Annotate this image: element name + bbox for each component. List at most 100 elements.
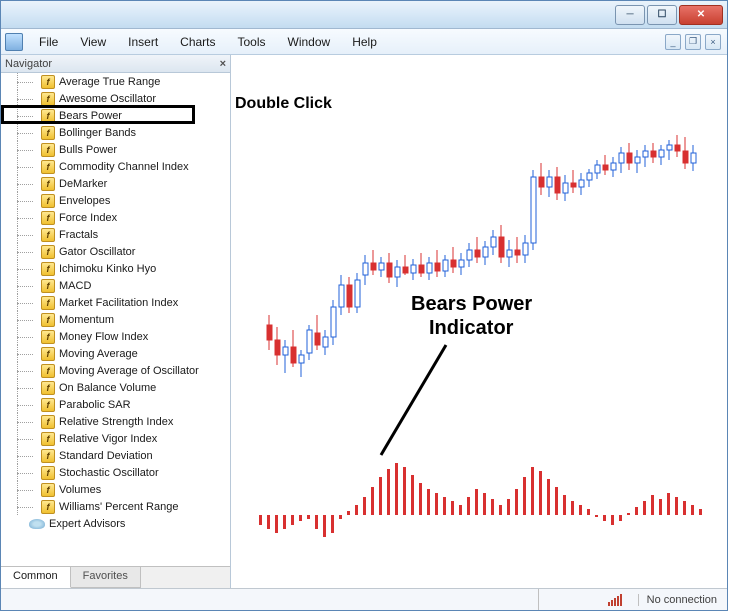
navigator-scrollbar[interactable]: ▴ ▾: [214, 73, 230, 566]
indicator-icon: f: [41, 143, 55, 157]
content: Navigator × ▴ ▾ fAverage True RangefAwes…: [1, 55, 727, 588]
tree-item-label: Bollinger Bands: [59, 127, 136, 139]
tree-item[interactable]: fStochastic Oscillator: [1, 464, 214, 481]
annotation-bears-power-1: Bears Power: [411, 293, 532, 316]
tree-item[interactable]: fMomentum: [1, 311, 214, 328]
maximize-button[interactable]: ☐: [647, 5, 677, 25]
tree-item-label: Stochastic Oscillator: [59, 467, 159, 479]
scroll-up-icon[interactable]: ▴: [215, 73, 229, 89]
indicator-icon: f: [41, 449, 55, 463]
menu-tools[interactable]: Tools: [228, 31, 276, 53]
window-frame: ─ ☐ ✕ File View Insert Charts Tools Wind…: [0, 0, 728, 611]
tree-item-label: Volumes: [59, 484, 101, 496]
navigator-tree[interactable]: ▴ ▾ fAverage True RangefAwesome Oscillat…: [1, 73, 230, 566]
mdi-controls: _ ❐ ×: [665, 34, 727, 50]
navigator-close-icon[interactable]: ×: [220, 58, 226, 70]
tree-item-label: Relative Strength Index: [59, 416, 173, 428]
indicator-icon: f: [41, 364, 55, 378]
scroll-thumb[interactable]: [216, 173, 229, 233]
tree-item-label: Relative Vigor Index: [59, 433, 157, 445]
tree-item-label: Ichimoku Kinko Hyo: [59, 263, 156, 275]
tree-item[interactable]: f Market Facilitation Index: [1, 294, 214, 311]
tree-item[interactable]: f Bulls Power: [1, 141, 214, 158]
mdi-close-button[interactable]: ×: [705, 34, 721, 50]
indicator-icon: f: [41, 177, 55, 191]
navigator-header: Navigator ×: [1, 55, 230, 73]
navigator-panel: Navigator × ▴ ▾ fAverage True RangefAwes…: [1, 55, 231, 588]
tree-item-label: Parabolic SAR: [59, 399, 131, 411]
tree-item-label: Average True Range: [59, 76, 160, 88]
menu-insert[interactable]: Insert: [118, 31, 168, 53]
tree-item[interactable]: fMoving Average: [1, 345, 214, 362]
indicator-icon: f: [41, 330, 55, 344]
tab-common[interactable]: Common: [1, 567, 71, 588]
tree-item-label: Force Index: [59, 212, 117, 224]
connection-icon: [608, 594, 628, 606]
tree-item[interactable]: f Ichimoku Kinko Hyo: [1, 260, 214, 277]
tree-item[interactable]: f MACD: [1, 277, 214, 294]
tree-item[interactable]: fBollinger Bands: [1, 124, 214, 141]
tree-item-label: MACD: [59, 280, 91, 292]
tree-item[interactable]: fEnvelopes: [1, 192, 214, 209]
titlebar: ─ ☐ ✕: [1, 1, 727, 29]
menu-view[interactable]: View: [70, 31, 116, 53]
tree-item[interactable]: f Parabolic SAR: [1, 396, 214, 413]
indicator-icon: f: [41, 313, 55, 327]
tree-item-expert-advisors[interactable]: Expert Advisors: [1, 515, 214, 532]
indicator-icon: f: [41, 160, 55, 174]
close-button[interactable]: ✕: [679, 5, 723, 25]
chart-area[interactable]: Double Click Bears Power Indicator: [231, 55, 727, 588]
tree-item[interactable]: f On Balance Volume: [1, 379, 214, 396]
tree-item[interactable]: f Moving Average of Oscillator: [1, 362, 214, 379]
tree-item[interactable]: fBears Power: [1, 107, 214, 124]
tree-item[interactable]: fStandard Deviation: [1, 447, 214, 464]
indicator-icon: f: [41, 92, 55, 106]
menu-file[interactable]: File: [29, 31, 68, 53]
mdi-minimize-button[interactable]: _: [665, 34, 681, 50]
tree-item-label: Awesome Oscillator: [59, 93, 156, 105]
indicator-icon: f: [41, 500, 55, 514]
tree-item-label: Bulls Power: [59, 144, 117, 156]
tree-item[interactable]: fFractals: [1, 226, 214, 243]
indicator-icon: f: [41, 245, 55, 259]
tree-item[interactable]: f Williams' Percent Range: [1, 498, 214, 515]
indicator-icon: f: [41, 211, 55, 225]
menu-charts[interactable]: Charts: [170, 31, 225, 53]
tree-item-label: Expert Advisors: [49, 518, 125, 530]
tree-item[interactable]: fAverage True Range: [1, 73, 214, 90]
tab-favorites[interactable]: Favorites: [71, 567, 141, 588]
tree-item[interactable]: f Force Index: [1, 209, 214, 226]
tree-item-label: On Balance Volume: [59, 382, 156, 394]
scroll-down-icon[interactable]: ▾: [215, 550, 229, 566]
indicator-icon: f: [41, 381, 55, 395]
tree-item-label: Money Flow Index: [59, 331, 148, 343]
tree-item[interactable]: fCommodity Channel Index: [1, 158, 214, 175]
menu-window[interactable]: Window: [278, 31, 341, 53]
tree-item-label: Moving Average of Oscillator: [59, 365, 199, 377]
mdi-restore-button[interactable]: ❐: [685, 34, 701, 50]
indicator-icon: f: [41, 262, 55, 276]
tree-item[interactable]: f Relative Vigor Index: [1, 430, 214, 447]
tree-item[interactable]: f Volumes: [1, 481, 214, 498]
annotation-bears-power-2: Indicator: [429, 317, 513, 340]
minimize-button[interactable]: ─: [615, 5, 645, 25]
tree-item-label: Williams' Percent Range: [59, 501, 178, 513]
tree-item[interactable]: fRelative Strength Index: [1, 413, 214, 430]
navigator-title: Navigator: [5, 58, 52, 70]
indicator-icon: f: [41, 398, 55, 412]
tree-item[interactable]: f Gator Oscillator: [1, 243, 214, 260]
tree-item[interactable]: f Money Flow Index: [1, 328, 214, 345]
indicator-icon: f: [41, 483, 55, 497]
tree-item[interactable]: fDeMarker: [1, 175, 214, 192]
tree-item-label: Bears Power: [59, 110, 122, 122]
indicator-icon: f: [41, 279, 55, 293]
indicator-icon: f: [41, 432, 55, 446]
annotation-double-click: Double Click: [235, 95, 332, 113]
tree-item-label: Market Facilitation Index: [59, 297, 178, 309]
tree-item[interactable]: f Awesome Oscillator: [1, 90, 214, 107]
indicator-icon: f: [41, 296, 55, 310]
indicator-icon: f: [41, 347, 55, 361]
navigator-tabs: Common Favorites: [1, 566, 230, 588]
tree-item-label: Gator Oscillator: [59, 246, 135, 258]
menu-help[interactable]: Help: [342, 31, 387, 53]
